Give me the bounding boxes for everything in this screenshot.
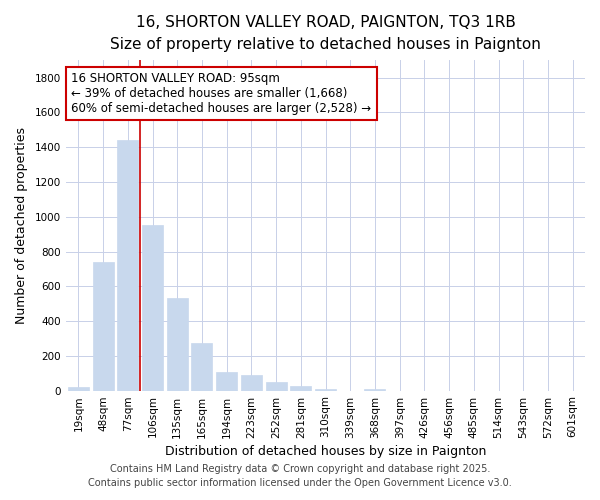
- Bar: [216, 372, 237, 390]
- Text: Contains HM Land Registry data © Crown copyright and database right 2025.
Contai: Contains HM Land Registry data © Crown c…: [88, 464, 512, 487]
- Bar: [241, 375, 262, 390]
- Bar: [290, 386, 311, 390]
- Y-axis label: Number of detached properties: Number of detached properties: [15, 127, 28, 324]
- Bar: [118, 140, 139, 390]
- Bar: [68, 387, 89, 390]
- Bar: [266, 382, 287, 390]
- Bar: [142, 226, 163, 390]
- Bar: [315, 389, 336, 390]
- Bar: [92, 262, 113, 390]
- Bar: [167, 298, 188, 390]
- Title: 16, SHORTON VALLEY ROAD, PAIGNTON, TQ3 1RB
Size of property relative to detached: 16, SHORTON VALLEY ROAD, PAIGNTON, TQ3 1…: [110, 15, 541, 52]
- Bar: [364, 389, 385, 390]
- X-axis label: Distribution of detached houses by size in Paignton: Distribution of detached houses by size …: [165, 444, 486, 458]
- Bar: [191, 343, 212, 390]
- Text: 16 SHORTON VALLEY ROAD: 95sqm
← 39% of detached houses are smaller (1,668)
60% o: 16 SHORTON VALLEY ROAD: 95sqm ← 39% of d…: [71, 72, 371, 115]
